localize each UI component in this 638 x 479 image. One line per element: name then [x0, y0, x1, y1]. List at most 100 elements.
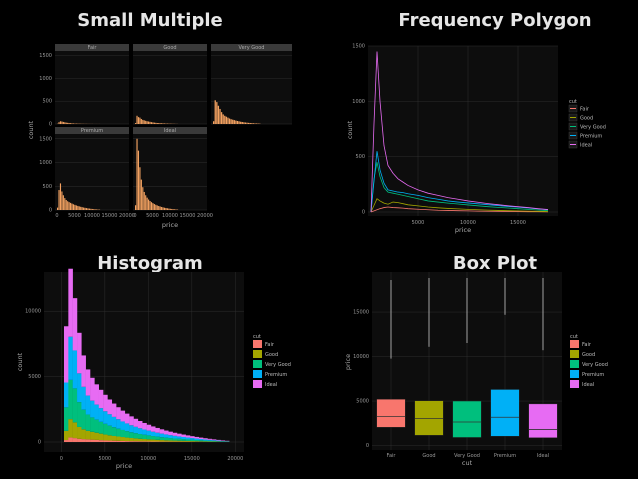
facet-bar: [235, 120, 237, 124]
hist-legend-label: Ideal: [265, 382, 277, 388]
hist-bar-ideal: [159, 429, 165, 434]
facet-bar: [152, 203, 154, 210]
facet-bar: [150, 122, 153, 124]
hist-bar-very-good: [120, 429, 126, 438]
hist-bar-very-good: [203, 440, 208, 442]
facet-bar: [248, 122, 250, 124]
box-legend-swatch: [570, 370, 579, 378]
sm-y-tick: 500: [42, 184, 52, 190]
hist-bar-premium: [98, 408, 104, 422]
hist-bar-good: [159, 440, 165, 442]
sm-x-tick: 20000: [197, 213, 213, 219]
facet-bar: [65, 122, 67, 124]
hist-bar-ideal: [168, 431, 173, 436]
facet-bar: [91, 208, 93, 210]
hist-legend-swatch: [253, 350, 262, 358]
fp-x-tick: 5000: [412, 220, 425, 226]
facet-bar: [172, 209, 174, 210]
hist-bar-good: [72, 422, 78, 439]
sm-x-tick: 10000: [162, 213, 178, 219]
hist-bar-premium: [85, 395, 91, 415]
facet-bar: [143, 120, 145, 124]
hist-bar-very-good: [155, 436, 160, 440]
hist-bar-fair: [116, 440, 121, 442]
hist-bar-ideal: [190, 436, 195, 439]
hist-bar-fair: [107, 440, 113, 442]
sm-x-tick: 10000: [84, 213, 100, 219]
facet-bar: [149, 200, 151, 210]
fp-panel: [368, 46, 558, 216]
facet-bar: [156, 205, 158, 210]
facet-bar: [163, 207, 166, 210]
facet-bar: [96, 209, 98, 210]
box-y-tick: 5000: [356, 399, 369, 405]
hist-bar-good: [103, 434, 108, 441]
hist-bar-premium: [94, 404, 99, 420]
facet-bar: [145, 120, 147, 124]
facet-bar: [64, 122, 66, 124]
frequency-polygon-title: Frequency Polygon: [398, 10, 592, 31]
hist-bar-premium: [107, 414, 113, 426]
fp-line-good: [370, 198, 549, 213]
facet-strip-1: [133, 44, 207, 51]
facet-bar: [241, 121, 243, 124]
hist-bar-fair: [120, 440, 126, 442]
hist-bar-very-good: [172, 438, 178, 441]
hist-bar-good: [107, 435, 113, 441]
box-legend-swatch: [570, 340, 579, 348]
hist-x-tick: 0: [60, 456, 63, 462]
facet-bar: [142, 119, 144, 124]
facet-bar: [213, 121, 215, 124]
facet-bar: [94, 209, 96, 210]
hist-bar-good: [172, 440, 178, 442]
hist-bar-premium: [203, 439, 208, 441]
hist-x-tick: 20000: [227, 456, 243, 462]
facet-bar: [135, 205, 137, 210]
hist-bar-very-good: [85, 414, 91, 431]
hist-bar-ideal: [98, 389, 104, 409]
box-very-good: [452, 400, 482, 438]
hist-bar-premium: [181, 437, 186, 440]
box-legend-label: Good: [582, 352, 595, 358]
sm-y-tick: 500: [42, 99, 52, 105]
hist-bar-premium: [146, 430, 152, 436]
hist-bar-ideal: [150, 426, 156, 432]
hist-bar-very-good: [207, 440, 213, 442]
hist-y-tick: 0: [38, 440, 41, 446]
facet-bar: [162, 207, 164, 210]
hist-bar-ideal: [129, 416, 134, 426]
facet-bar: [163, 123, 166, 124]
facet-bar: [158, 123, 160, 124]
hist-bar-premium: [116, 419, 121, 429]
facet-bar: [136, 115, 138, 124]
box-x-tick: Ideal: [537, 453, 549, 459]
facet-strip-0: [55, 44, 129, 51]
facet-bar: [59, 183, 62, 210]
hist-bar-premium: [207, 439, 213, 441]
hist-bar-ideal: [111, 403, 117, 417]
hist-bar-very-good: [146, 435, 152, 440]
box-legend-label: Fair: [582, 342, 592, 348]
facet-bar: [159, 206, 161, 210]
hist-bar-premium: [81, 386, 86, 410]
box-ideal: [528, 403, 558, 438]
hist-bar-ideal: [120, 410, 126, 422]
hist-xlabel: price: [116, 462, 132, 470]
hist-bar-good: [168, 440, 173, 442]
facet-bar: [171, 208, 173, 210]
hist-legend-label: Fair: [265, 342, 275, 348]
hist-bar-fair: [133, 441, 139, 442]
hist-bar-good: [181, 440, 186, 442]
hist-bar-premium: [211, 440, 217, 441]
box-legend-label: Very Good: [582, 362, 608, 368]
hist-bar-very-good: [194, 440, 199, 442]
hist-bar-premium: [64, 382, 69, 408]
facet-bar: [150, 202, 153, 210]
hist-bar-premium: [172, 435, 178, 439]
hist-bar-good: [124, 437, 130, 442]
fp-line-fair: [370, 206, 549, 213]
box-premium: [490, 389, 520, 437]
facet-label-3: Premium: [81, 128, 103, 134]
hist-bar-very-good: [164, 437, 169, 441]
hist-bar-fair: [90, 439, 95, 442]
